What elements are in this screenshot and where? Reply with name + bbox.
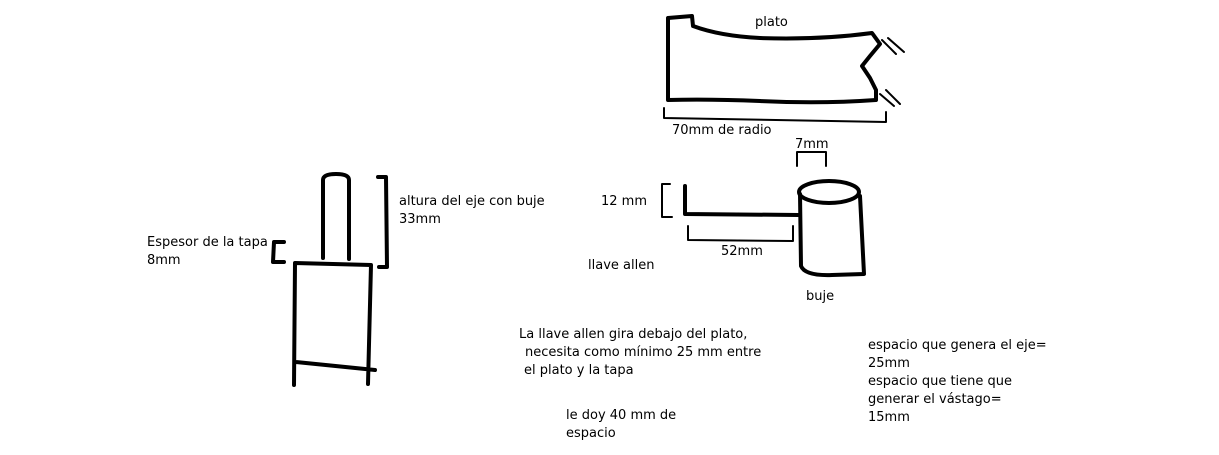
cincuentados-mm-bracket [687, 225, 794, 242]
doce-mm-label: 12 mm [601, 194, 648, 209]
espacio-note: espacio que genera el eje= 25mm espacio … [868, 337, 1047, 427]
espesor-dimension-bracket [271, 240, 286, 264]
tapa-shape [292, 261, 377, 387]
espacio-note-line: espacio que genera el eje= [868, 338, 1047, 353]
espesor-label-line: Espesor de la tapa [147, 235, 268, 250]
doy-note: le doy 40 mm de espacio [566, 407, 676, 443]
buje-body [798, 192, 866, 278]
plato-break-mark [887, 37, 905, 53]
doy-note-line: le doy 40 mm de [566, 408, 677, 423]
altura-dimension-bracket [376, 175, 389, 269]
espesor-label-line: 8mm [147, 253, 181, 268]
espesor-label: Espesor de la tapa 8mm [147, 234, 268, 270]
plato-label: plato [755, 15, 788, 30]
buje-top [797, 179, 861, 205]
giro-note: La llave allen gira debajo del plato, ne… [519, 326, 761, 380]
plato-shape [666, 14, 882, 105]
llave-allen-shape [683, 184, 800, 217]
giro-note-line: La llave allen gira debajo del plato, [519, 327, 748, 342]
altura-label-line: 33mm [399, 212, 441, 227]
plato-break-mark [879, 93, 895, 107]
siete-mm-bracket [796, 151, 827, 167]
doy-note-line: espacio [566, 426, 616, 441]
giro-note-line: necesita como mínimo 25 mm entre [525, 345, 762, 360]
siete-mm-label: 7mm [795, 137, 829, 152]
doce-mm-bracket [661, 183, 673, 218]
radio-dimension-bracket [663, 107, 887, 123]
altura-label: altura del eje con buje 33mm [399, 193, 545, 229]
giro-note-line: el plato y la tapa [524, 363, 634, 378]
espacio-note-line: 15mm [868, 410, 910, 425]
espacio-note-line: espacio que tiene que [868, 374, 1013, 389]
espacio-note-line: generar el vástago= [868, 392, 1002, 407]
plato-break-mark [885, 89, 901, 105]
altura-label-line: altura del eje con buje [399, 194, 545, 209]
cincuentados-mm-label: 52mm [721, 244, 763, 259]
buje-label: buje [806, 289, 835, 304]
espacio-note-line: 25mm [868, 356, 910, 371]
llave-allen-label: llave allen [588, 258, 655, 273]
plato-break-mark [881, 39, 897, 55]
radio-label: 70mm de radio [672, 123, 772, 138]
eje-shape [321, 172, 351, 261]
